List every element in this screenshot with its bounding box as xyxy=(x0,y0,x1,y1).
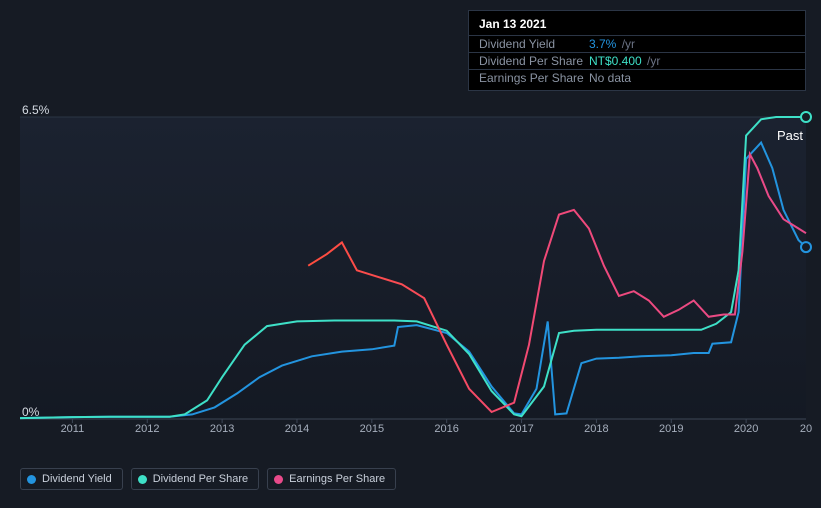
x-tick-label: 2014 xyxy=(285,423,309,435)
tooltip-row: Earnings Per ShareNo data xyxy=(469,69,805,86)
x-tick-label: 2011 xyxy=(61,423,85,435)
tooltip-date: Jan 13 2021 xyxy=(469,15,805,35)
x-tick-label: 2016 xyxy=(434,423,458,435)
tooltip-row-value: No data xyxy=(589,71,631,85)
legend-label: Dividend Per Share xyxy=(153,473,248,485)
x-tick-label: 2020 xyxy=(734,423,758,435)
tooltip-row-value: NT$0.400 /yr xyxy=(589,54,660,68)
past-label: Past xyxy=(777,128,803,143)
legend-label: Earnings Per Share xyxy=(289,473,385,485)
tooltip-row-value: 3.7% /yr xyxy=(589,37,635,51)
legend-swatch xyxy=(138,475,147,484)
series-end-marker xyxy=(801,112,811,122)
series-end-marker xyxy=(801,242,811,252)
legend: Dividend Yield Dividend Per Share Earnings… xyxy=(20,468,396,490)
y-tick-label: 6.5% xyxy=(22,103,49,117)
legend-item-earnings-per-share[interactable]: Earnings Per Share xyxy=(267,468,396,490)
x-tick-label: 2015 xyxy=(360,423,384,435)
x-tick-label: 2017 xyxy=(509,423,533,435)
chart-tooltip: Jan 13 2021 Dividend Yield3.7% /yrDivide… xyxy=(468,10,806,91)
legend-item-dividend-per-share[interactable]: Dividend Per Share xyxy=(131,468,259,490)
legend-label: Dividend Yield xyxy=(42,473,112,485)
x-tick-label: 2018 xyxy=(584,423,608,435)
tooltip-row: Dividend Yield3.7% /yr xyxy=(469,35,805,52)
legend-swatch xyxy=(274,475,283,484)
legend-swatch xyxy=(27,475,36,484)
legend-item-dividend-yield[interactable]: Dividend Yield xyxy=(20,468,123,490)
tooltip-row-label: Earnings Per Share xyxy=(479,71,589,85)
x-tick-label: 2019 xyxy=(659,423,683,435)
dividend-chart: 0% 6.5% 2011 2012 2013 2014 2015 2016 2017 2018 2… xyxy=(0,0,821,508)
y-tick-label: 0% xyxy=(22,405,39,419)
x-tick-label: 20 xyxy=(800,423,812,435)
x-tick-label: 2013 xyxy=(210,423,234,435)
tooltip-row: Dividend Per ShareNT$0.400 /yr xyxy=(469,52,805,69)
x-tick-label: 2012 xyxy=(135,423,159,435)
tooltip-row-label: Dividend Per Share xyxy=(479,54,589,68)
tooltip-row-label: Dividend Yield xyxy=(479,37,589,51)
